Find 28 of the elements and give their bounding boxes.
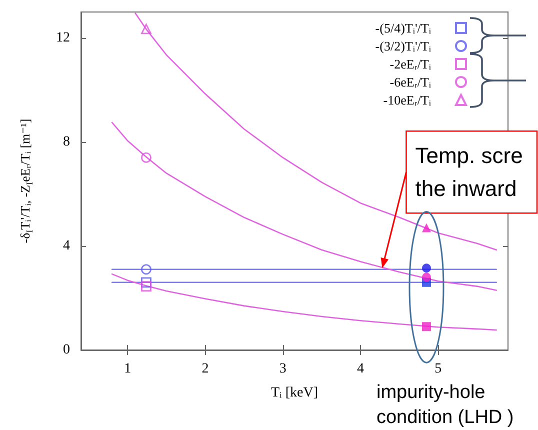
point [141,277,152,288]
y-tick-label: 12 [56,30,70,46]
x-tick-label: 1 [124,362,132,376]
point [141,24,152,34]
annotation: Temp. scre the inward [415,143,523,202]
line-series [111,273,498,331]
legend-label: -10eEᵣ/Tᵢ [383,92,432,108]
x-axis-title: Tᵢ [keV] [271,386,318,400]
text: impurity-hole condition (LHD ) [376,382,514,428]
legend-label: -2eEᵣ/Tᵢ [390,56,432,72]
point [141,152,152,163]
x-tick-label: 3 [279,362,286,376]
point [141,281,152,292]
y-tick-label: 0 [63,342,70,358]
y-axis-title: -δITᵢ'/Tᵢ, -ZIeEᵣ/Tᵢ [m⁻¹] [18,118,34,244]
legend-label: -(3/2)Tᵢ'/Tᵢ [375,38,432,54]
x-tick-label: 4 [356,362,364,376]
point [422,322,431,332]
point [422,272,431,282]
legend-label: -6eEᵣ/Tᵢ [390,74,432,90]
x-tick-label: 2 [202,362,209,376]
y-tick-label: 4 [63,238,70,254]
point [422,264,431,273]
legend-label: -(5/4)Tᵢ'/Tᵢ [375,20,432,36]
point [422,223,431,232]
x-tick-label: 5 [434,362,442,376]
y-tick-label: 8 [63,134,70,150]
point [141,264,152,275]
